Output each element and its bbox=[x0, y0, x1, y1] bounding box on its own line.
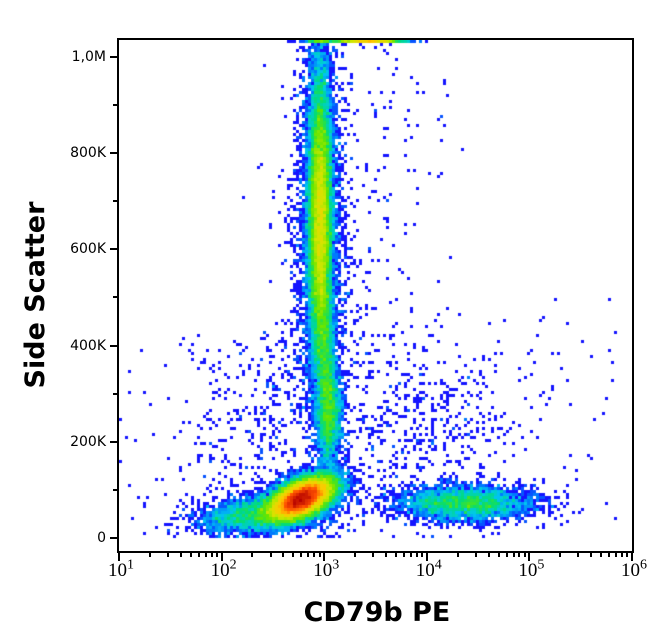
y-major-tick bbox=[110, 537, 117, 539]
x-minor-tick bbox=[621, 553, 624, 557]
x-minor-tick bbox=[559, 553, 562, 557]
x-minor-tick bbox=[505, 553, 508, 557]
y-minor-tick bbox=[113, 200, 117, 203]
x-tick-exponent: 5 bbox=[537, 557, 545, 573]
x-minor-tick bbox=[394, 553, 397, 557]
x-tick-label: 103 bbox=[313, 557, 340, 581]
x-minor-tick bbox=[523, 553, 526, 557]
x-minor-tick bbox=[403, 553, 406, 557]
y-major-tick bbox=[110, 55, 117, 58]
x-minor-tick bbox=[421, 553, 424, 557]
x-minor-tick bbox=[512, 553, 515, 557]
y-major-tick bbox=[110, 248, 117, 251]
x-minor-tick bbox=[600, 553, 603, 557]
y-major-tick bbox=[110, 344, 117, 347]
plot-frame bbox=[117, 38, 634, 553]
x-tick-exponent: 3 bbox=[332, 557, 340, 573]
x-axis-title: CD79b PE bbox=[303, 597, 451, 628]
x-minor-tick bbox=[590, 553, 593, 557]
x-minor-tick bbox=[292, 553, 295, 557]
x-minor-tick bbox=[269, 553, 272, 557]
y-minor-tick bbox=[113, 296, 117, 299]
x-minor-tick bbox=[372, 553, 375, 557]
x-minor-tick bbox=[608, 553, 611, 557]
x-minor-tick bbox=[166, 553, 169, 557]
x-minor-tick bbox=[215, 553, 218, 557]
x-tick-exponent: 6 bbox=[640, 557, 647, 573]
x-tick-exponent: 1 bbox=[127, 557, 134, 573]
y-tick-label: 200K bbox=[70, 433, 106, 450]
x-minor-tick bbox=[409, 553, 412, 557]
x-tick-label: 105 bbox=[518, 557, 545, 581]
x-major-tick bbox=[425, 553, 428, 561]
x-major-tick bbox=[631, 553, 633, 561]
y-tick-label: 0 bbox=[97, 530, 106, 546]
x-minor-tick bbox=[313, 553, 316, 557]
x-minor-tick bbox=[615, 553, 618, 557]
y-axis-title: Side Scatter bbox=[20, 201, 51, 389]
x-minor-tick bbox=[282, 553, 285, 557]
x-tick-label: 106 bbox=[621, 557, 647, 581]
x-minor-tick bbox=[456, 553, 459, 557]
y-tick-label: 800K bbox=[70, 145, 106, 162]
x-minor-tick bbox=[300, 553, 303, 557]
y-major-tick bbox=[110, 440, 117, 443]
y-minor-tick bbox=[113, 392, 117, 395]
y-minor-tick bbox=[113, 488, 117, 491]
x-minor-tick bbox=[626, 553, 629, 557]
x-minor-tick bbox=[251, 553, 254, 557]
x-tick-exponent: 2 bbox=[229, 557, 237, 573]
y-tick-label: 600K bbox=[70, 241, 106, 258]
x-major-tick bbox=[323, 553, 326, 561]
x-minor-tick bbox=[318, 553, 321, 557]
y-tick-label: 1,0M bbox=[71, 48, 106, 65]
x-minor-tick bbox=[189, 553, 192, 557]
x-minor-tick bbox=[204, 553, 207, 557]
x-minor-tick bbox=[210, 553, 213, 557]
x-major-tick bbox=[220, 553, 223, 561]
x-minor-tick bbox=[474, 553, 477, 557]
x-minor-tick bbox=[415, 553, 418, 557]
x-major-tick bbox=[118, 553, 120, 561]
x-minor-tick bbox=[487, 553, 490, 557]
y-tick-label: 400K bbox=[70, 337, 106, 354]
x-tick-label: 102 bbox=[210, 557, 237, 581]
x-minor-tick bbox=[384, 553, 387, 557]
x-minor-tick bbox=[354, 553, 357, 557]
x-minor-tick bbox=[179, 553, 182, 557]
x-tick-exponent: 4 bbox=[434, 557, 442, 573]
x-minor-tick bbox=[577, 553, 580, 557]
density-scatter-canvas bbox=[119, 40, 632, 551]
x-minor-tick bbox=[148, 553, 151, 557]
x-minor-tick bbox=[518, 553, 521, 557]
x-minor-tick bbox=[307, 553, 310, 557]
x-tick-label: 104 bbox=[415, 557, 442, 581]
x-minor-tick bbox=[197, 553, 200, 557]
x-minor-tick bbox=[497, 553, 500, 557]
y-major-tick bbox=[110, 152, 117, 155]
y-minor-tick bbox=[113, 103, 117, 106]
x-tick-label: 101 bbox=[108, 557, 134, 581]
x-major-tick bbox=[528, 553, 531, 561]
